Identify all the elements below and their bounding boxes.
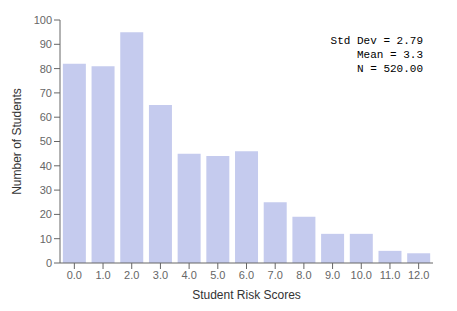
svg-text:8.0: 8.0 <box>296 269 311 281</box>
svg-text:90: 90 <box>40 38 52 50</box>
svg-text:7.0: 7.0 <box>268 269 283 281</box>
html-text:Std Dev = 2.79: Std Dev = 2.79 <box>330 35 423 47</box>
svg-text:30: 30 <box>40 184 52 196</box>
svg-text:3.0: 3.0 <box>153 269 168 281</box>
svg-text:20: 20 <box>40 208 52 220</box>
svg-text:10.0: 10.0 <box>351 269 372 281</box>
svg-text:0.0: 0.0 <box>67 269 82 281</box>
html-text:N = 520.00: N = 520.00 <box>343 63 423 75</box>
svg-text:50: 50 <box>40 135 52 147</box>
svg-text:9.0: 9.0 <box>325 269 340 281</box>
svg-text:2.0: 2.0 <box>124 269 139 281</box>
svg-text:6.0: 6.0 <box>239 269 254 281</box>
svg-text:11.0: 11.0 <box>380 269 401 281</box>
svg-text:100: 100 <box>34 14 52 26</box>
svg-text:60: 60 <box>40 111 52 123</box>
svg-text:80: 80 <box>40 63 52 75</box>
html-text:Mean = 3.3: Mean = 3.3 <box>343 49 423 61</box>
svg-text:1.0: 1.0 <box>95 269 110 281</box>
svg-text:12.0: 12.0 <box>408 269 429 281</box>
svg-text:0: 0 <box>46 257 52 269</box>
svg-text:4.0: 4.0 <box>181 269 196 281</box>
svg-text:5.0: 5.0 <box>210 269 225 281</box>
svg-text:70: 70 <box>40 87 52 99</box>
svg-text:10: 10 <box>40 233 52 245</box>
svg-text:Number of Students: Number of Students <box>10 88 24 195</box>
svg-text:40: 40 <box>40 160 52 172</box>
svg-text:Student Risk Scores: Student Risk Scores <box>192 288 301 302</box>
